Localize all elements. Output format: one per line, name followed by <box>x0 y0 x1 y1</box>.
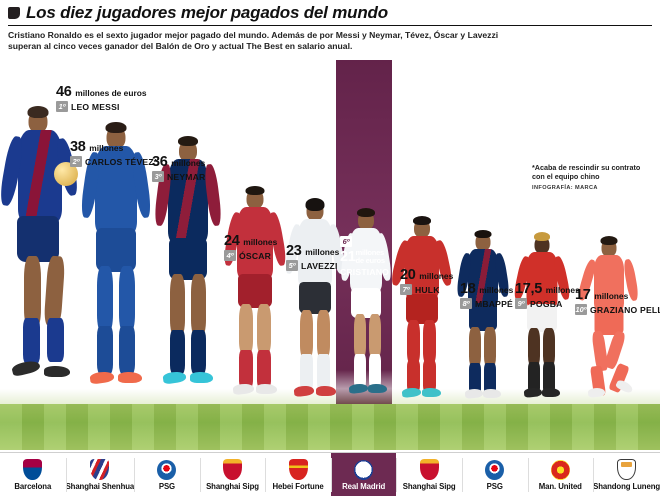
player-label-messi: 46 millones de euros 1º LEO MESSI <box>56 85 146 112</box>
shanghai-sipg-crest-icon <box>223 459 242 480</box>
amount-tevez: 38 millones <box>70 139 124 155</box>
rank-badge-cristiano: 6º <box>340 236 352 247</box>
club-cell-shanghai-sipg-2[interactable]: Shanghai Sipg <box>396 453 462 496</box>
club-name: Shanghai Sipg <box>206 482 259 491</box>
footnote-text: *Acaba de rescindir su contrato con el e… <box>532 163 641 181</box>
man-united-crest-icon <box>550 459 570 480</box>
psg-crest-icon <box>485 459 505 480</box>
player-name-lavezzi: LAVEZZI <box>301 260 338 271</box>
club-name: Barcelona <box>14 482 52 491</box>
amount-pogba: 17,5 millones <box>515 281 580 297</box>
player-figure-neymar <box>152 136 224 404</box>
deck-text: Cristiano Ronaldo es el sexto jugador me… <box>8 30 499 51</box>
player-label-neymar: 36 millones 3º NEYMAR <box>152 155 205 182</box>
rank-badge-oscar: 4º <box>224 250 236 261</box>
player-label-hulk: 20 millones 7º HULK <box>400 268 453 295</box>
player-name-cristiano: CRISTIANO <box>340 267 390 277</box>
club-name: Shanghai Shenhua <box>65 482 135 491</box>
player-name-mbappe: MBAPPÉ <box>475 298 513 309</box>
player-label-graziano-pelle: 17 millones 10º GRAZIANO PELLÈ <box>575 288 660 315</box>
club-name: Shandong Luneng <box>593 482 660 491</box>
player-name-messi: LEO MESSI <box>71 101 120 112</box>
amount-messi: 46 millones de euros <box>56 84 147 100</box>
grass-strip <box>0 404 660 450</box>
player-figure-cristiano <box>339 208 393 404</box>
shanghai-shenhua-crest-icon <box>90 459 110 480</box>
player-figure-mbappe <box>455 230 511 404</box>
player-figure-oscar <box>222 186 288 404</box>
amount-graziano-pelle: 17 millones <box>575 287 629 303</box>
club-cell-shanghai-sipg-1[interactable]: Shanghai Sipg <box>199 453 266 496</box>
rank-badge-lavezzi: 5º <box>286 260 298 271</box>
rank-badge-tevez: 2º <box>70 156 82 167</box>
club-name: Hebei Fortune <box>272 482 324 491</box>
club-name: Shanghai Sipg <box>402 482 456 491</box>
footnote: *Acaba de rescindir su contrato con el e… <box>532 163 652 193</box>
player-figure-lavezzi <box>283 198 347 404</box>
club-cell-barcelona[interactable]: Barcelona <box>0 453 66 496</box>
club-cell-psg-1[interactable]: PSG <box>134 453 200 496</box>
player-name-graziano-pelle: GRAZIANO PELLÈ <box>590 304 660 315</box>
club-cell-psg-2[interactable]: PSG <box>461 453 528 496</box>
amount-oscar: 24 millones <box>224 233 278 249</box>
barcelona-crest-icon <box>23 459 43 480</box>
players-stage: 46 millones de euros 1º LEO MESSI 38 mil… <box>0 60 660 450</box>
player-figure-tevez <box>78 122 154 404</box>
club-cell-shanghai-shenhua[interactable]: Shanghai Shenhua <box>65 453 135 496</box>
player-figure-graziano-pelle <box>576 236 640 404</box>
header: Los diez jugadores mejor pagados del mun… <box>0 0 660 26</box>
club-name: PSG <box>158 482 176 491</box>
club-cell-shandong-luneng[interactable]: Shandong Luneng <box>593 453 660 496</box>
club-strip: Barcelona Shanghai Shenhua PSG Shanghai … <box>0 452 660 496</box>
player-label-mbappe: 18 millones 8º MBAPPÉ <box>460 282 513 309</box>
shanghai-sipg-crest-icon <box>419 459 439 480</box>
rank-badge-graziano-pelle: 10º <box>575 304 587 315</box>
club-cell-real-madrid[interactable]: Real Madrid <box>330 453 397 496</box>
infographic-credit: INFOGRAFÍA: MARCA <box>532 185 598 191</box>
page-title: Los diez jugadores mejor pagados del mun… <box>26 3 388 22</box>
player-label-cristiano: 6º 21millones de euros CRISTIANO <box>340 236 389 277</box>
header-divider <box>8 25 652 26</box>
shandong-luneng-crest-icon <box>617 459 637 480</box>
player-name-oscar: ÓSCAR <box>239 250 272 261</box>
player-label-oscar: 24 millones 4º ÓSCAR <box>224 234 277 261</box>
rank-badge-messi: 1º <box>56 101 68 112</box>
amount-cristiano: 21millones de euros <box>340 248 385 265</box>
player-label-lavezzi: 23 millones 5º LAVEZZI <box>286 244 339 271</box>
player-label-pogba: 17,5 millones 9º POGBA <box>515 282 580 309</box>
rank-badge-hulk: 7º <box>400 284 412 295</box>
player-name-pogba: POGBA <box>530 298 563 309</box>
psg-crest-icon <box>157 459 177 480</box>
rank-badge-pogba: 9º <box>515 298 527 309</box>
amount-mbappe: 18 millones <box>460 281 514 297</box>
player-name-hulk: HULK <box>415 284 440 295</box>
player-figure-pogba <box>512 232 572 404</box>
amount-lavezzi: 23 millones <box>286 243 340 259</box>
player-name-neymar: NEYMAR <box>167 171 206 182</box>
real-madrid-crest-icon <box>354 459 374 480</box>
club-name: PSG <box>486 482 503 491</box>
club-name: Real Madrid <box>342 482 386 491</box>
club-cell-man-united[interactable]: Man. United <box>527 453 594 496</box>
club-name: Man. United <box>538 482 582 491</box>
rank-badge-neymar: 3º <box>152 171 164 182</box>
amount-hulk: 20 millones <box>400 267 454 283</box>
marca-logo-icon <box>8 7 20 19</box>
player-figure-hulk <box>389 216 454 404</box>
player-name-tevez: CARLOS TÉVEZ* <box>85 156 158 167</box>
amount-neymar: 36 millones <box>152 154 206 170</box>
player-label-tevez: 38 millones 2º CARLOS TÉVEZ* <box>70 140 157 167</box>
hebei-fortune-crest-icon <box>288 459 308 480</box>
rank-badge-mbappe: 8º <box>460 298 472 309</box>
club-cell-hebei-fortune[interactable]: Hebei Fortune <box>265 453 331 496</box>
